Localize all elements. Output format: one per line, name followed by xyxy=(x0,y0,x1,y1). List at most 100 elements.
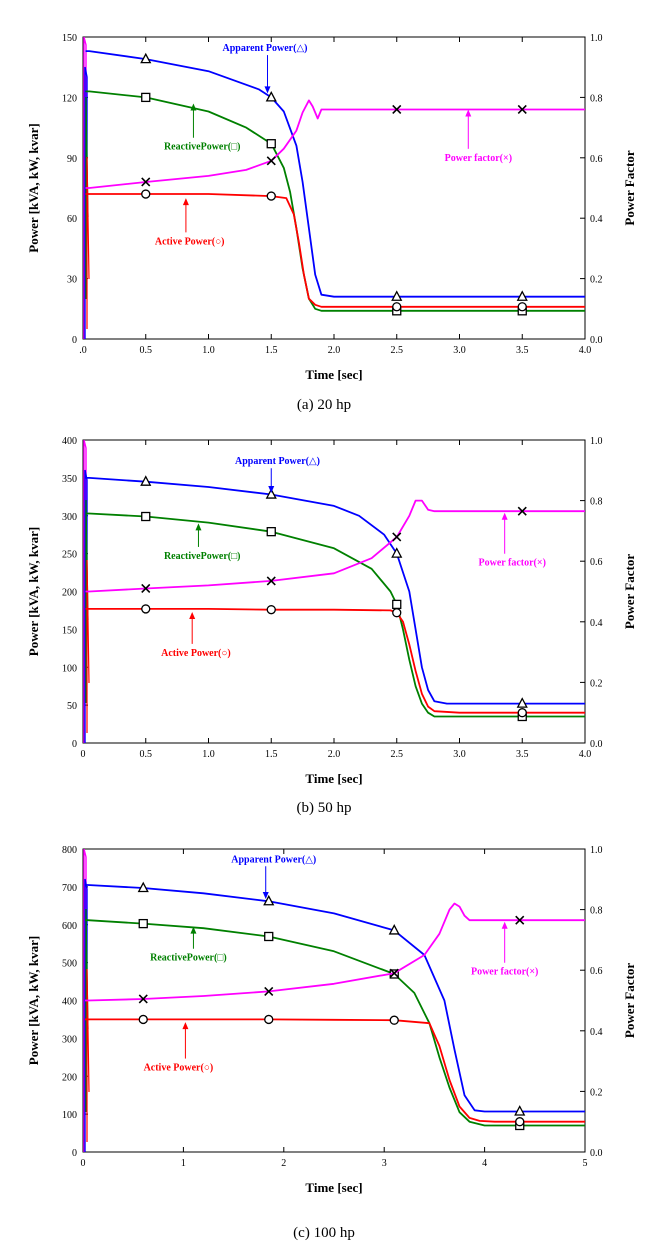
series-circle xyxy=(85,608,585,714)
annotation-triangle: Apparent Power(△) xyxy=(222,43,307,94)
x-marker xyxy=(141,583,151,594)
y-left-tick-label: 0 xyxy=(72,335,77,346)
series-markers-circle xyxy=(141,189,527,312)
annotation-x: Power factor(×) xyxy=(478,512,546,569)
transient-apparent xyxy=(84,878,88,1152)
y-left-tick-label: 200 xyxy=(62,1072,77,1083)
circle-marker xyxy=(266,605,276,615)
circle-marker xyxy=(517,302,527,312)
transient-active xyxy=(86,968,90,1142)
x-tick-label: 3.0 xyxy=(453,749,466,760)
transient-active xyxy=(86,156,90,329)
y-left-tick-label: 0 xyxy=(72,739,77,750)
triangle-marker xyxy=(137,881,149,893)
y-axis-label-right: Power Factor xyxy=(622,150,637,225)
y-left-tick-label: 400 xyxy=(62,997,77,1008)
x-tick-label: .0 xyxy=(79,345,87,356)
x-axis-label: Time [sec] xyxy=(305,771,362,786)
series-markers-circle xyxy=(141,604,527,718)
series-label: Active Power(○) xyxy=(144,1063,214,1074)
y-axis-label-right: Power Factor xyxy=(622,554,637,629)
annotation-arrowhead xyxy=(182,1022,189,1030)
y-right-tick-label: 0.4 xyxy=(590,214,603,225)
panel-caption: (a) 20 hp xyxy=(297,397,351,413)
y-right-tick-label: 0.8 xyxy=(590,906,603,917)
series-markers-x xyxy=(138,915,525,1004)
x-tick-label: 5 xyxy=(583,1158,588,1169)
series-line-circle xyxy=(85,608,585,714)
annotation-arrowhead xyxy=(189,611,196,619)
square-marker xyxy=(141,92,151,103)
series-x xyxy=(85,902,585,1002)
circle-marker xyxy=(141,604,151,614)
triangle-marker xyxy=(516,290,528,301)
y-left-tick-label: 50 xyxy=(67,701,77,712)
series-label: Apparent Power(△) xyxy=(222,43,307,54)
series-line-x xyxy=(85,902,585,1002)
circle-marker xyxy=(517,708,527,718)
y-axis-label-left: Power [kVA, kW, kvar] xyxy=(26,936,41,1065)
x-marker xyxy=(392,104,402,115)
y-right-tick-label: 0.6 xyxy=(590,966,603,977)
y-left-tick-label: 90 xyxy=(67,154,77,165)
x-tick-label: 1 xyxy=(181,1158,186,1169)
x-marker xyxy=(517,506,527,516)
y-left-tick-label: 400 xyxy=(62,436,77,447)
y-right-tick-label: 0.2 xyxy=(590,1087,603,1098)
x-marker xyxy=(515,915,525,925)
series-label: Apparent Power(△) xyxy=(235,456,320,467)
y-left-tick-label: 350 xyxy=(62,474,77,485)
triangle-marker xyxy=(265,488,277,499)
x-tick-label: 4.0 xyxy=(579,749,592,760)
x-tick-label: 2.5 xyxy=(391,749,404,760)
y-left-tick-label: 0 xyxy=(72,1148,77,1159)
x-tick-label: 1.5 xyxy=(265,749,278,760)
y-right-tick-label: 1.0 xyxy=(590,33,603,44)
circle-marker xyxy=(138,1014,148,1025)
x-marker xyxy=(392,532,402,542)
y-left-tick-label: 200 xyxy=(62,588,77,599)
y-right-tick-label: 0.8 xyxy=(590,93,603,104)
square-marker xyxy=(138,918,148,929)
y-right-tick-label: 0.4 xyxy=(590,618,603,629)
series-label: Power factor(×) xyxy=(478,558,545,569)
annotation-arrowhead xyxy=(264,86,271,94)
triangle-marker xyxy=(516,697,528,708)
series-label: ReactivePower(□) xyxy=(164,551,241,562)
circle-marker xyxy=(392,302,402,312)
y-left-tick-label: 60 xyxy=(67,214,77,225)
circle-marker xyxy=(266,191,276,201)
x-marker xyxy=(138,994,148,1004)
annotation-circle: Active Power(○) xyxy=(155,198,224,247)
x-tick-label: 2 xyxy=(281,1158,286,1169)
series-triangle xyxy=(85,476,585,705)
x-marker xyxy=(266,156,276,166)
chart-panel-3: 0 1 2 3 4 5 0 100 200 300 400 500 600 700 800 0.0 0.2 0.4… xyxy=(26,845,637,1241)
y-right-tick-label: 0.0 xyxy=(590,739,603,750)
x-tick-label: 2.0 xyxy=(328,345,341,356)
circle-marker xyxy=(392,608,402,618)
y-right-tick-label: 0.4 xyxy=(590,1027,603,1038)
series-circle xyxy=(85,193,585,308)
series-markers-circle xyxy=(138,1014,525,1127)
triangle-marker xyxy=(265,91,277,102)
x-marker xyxy=(264,986,274,996)
chart-panel-2: 0 0.5 1.0 1.5 2.0 2.5 3.0 3.5 4.0 0 50 100 150 200 250… xyxy=(26,436,637,816)
y-right-tick-label: 0.6 xyxy=(590,154,603,165)
transient-apparent xyxy=(84,469,88,743)
triangle-marker xyxy=(391,547,403,558)
y-right-tick-label: 0.0 xyxy=(590,1148,603,1159)
annotation-arrowhead xyxy=(501,512,508,520)
chart-panel-1: .0 0.5 1.0 1.5 2.0 2.5 3.0 3.5 4.0 0 30 60 90 120 150 0… xyxy=(26,33,637,413)
series-markers-x xyxy=(141,104,527,187)
x-marker xyxy=(389,968,399,978)
annotation-arrowhead xyxy=(190,103,197,111)
x-axis-label: Time [sec] xyxy=(305,1180,362,1195)
transient-active xyxy=(86,559,90,733)
x-tick-label: 0 xyxy=(81,749,86,760)
series-square xyxy=(85,919,585,1127)
panel-caption: (c) 100 hp xyxy=(293,1225,355,1241)
y-left-tick-label: 250 xyxy=(62,550,77,561)
x-marker xyxy=(266,576,276,586)
